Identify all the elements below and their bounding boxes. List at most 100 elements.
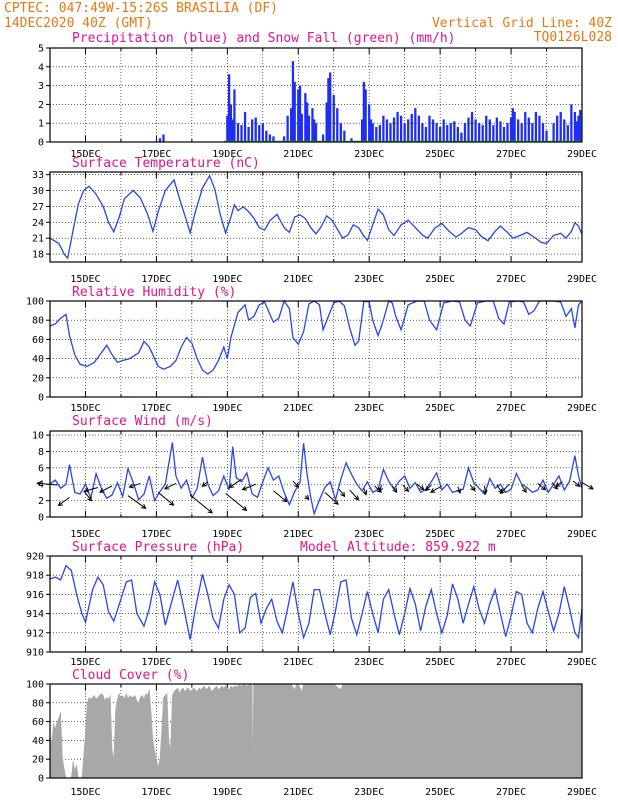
precip-bar [360, 119, 364, 142]
precip-bar [307, 115, 311, 142]
wind-arrow-head [482, 489, 488, 496]
wind-arrow-shaft [521, 484, 527, 493]
precip-bar [272, 136, 275, 142]
precip-bar [488, 119, 491, 142]
x-tick-label: 21DEC [283, 529, 313, 540]
precip-bar [534, 111, 538, 142]
x-tick-label: 27DEC [496, 657, 526, 668]
precip-bar [485, 115, 488, 142]
precip-bar [305, 102, 309, 142]
wind-arrow-head [36, 481, 42, 487]
wind-arrow-head [403, 486, 410, 493]
wind-arrow [581, 482, 594, 490]
precip-bar [247, 126, 250, 142]
x-tick-label: 15DEC [70, 529, 100, 540]
y-tick-label: 27 [32, 202, 44, 213]
wind-arrow-head [163, 484, 170, 490]
x-tick-label: 17DEC [141, 529, 171, 540]
y-tick-label: 30 [32, 186, 44, 197]
x-tick-label: 17DEC [141, 657, 171, 668]
precip-bar [392, 117, 396, 142]
wind-arrow [555, 481, 563, 487]
precip-bar [499, 121, 502, 142]
precip-bar [229, 104, 233, 142]
panel-title: Surface Pressure (hPa) [72, 540, 244, 555]
y-tick-label: 18 [32, 250, 44, 261]
x-tick-label: 21DEC [283, 403, 313, 414]
wind-arrow [201, 481, 209, 487]
wind-arrow-head [378, 486, 384, 493]
wind-arrow [572, 480, 581, 488]
x-tick-label: 27DEC [496, 787, 526, 798]
wind-arrow [521, 484, 527, 494]
wind-arrow-shaft [551, 482, 558, 490]
wind-arrow [499, 483, 510, 494]
y-tick-label: 914 [26, 609, 44, 620]
wind-arrow-shaft [402, 484, 409, 492]
precip-bar [286, 115, 289, 142]
precip-bar [385, 119, 389, 142]
precip-bar [227, 74, 231, 142]
y-tick-label: 40 [32, 354, 44, 365]
x-tick-label: 29DEC [567, 403, 597, 414]
wind-arrow-shaft [378, 484, 383, 492]
y-tick-label: 3 [38, 81, 44, 92]
wind-arrow-shaft [202, 481, 209, 487]
wind-arrow-head [419, 485, 425, 491]
wind-arrow [157, 492, 175, 506]
x-tick-label: 23DEC [354, 529, 384, 540]
y-tick-label: 100 [26, 680, 44, 691]
precip-bar [396, 111, 399, 142]
precip-bar [474, 119, 477, 142]
precip-bar [325, 102, 328, 142]
wind-arrow-head [201, 481, 207, 487]
wind-arrow-shaft [349, 489, 359, 501]
wind-arrow [402, 484, 410, 493]
precip-bar [304, 93, 307, 142]
precip-bar [399, 115, 403, 142]
precip-bar [233, 89, 236, 142]
precip-bar [421, 123, 424, 142]
precip-bar [364, 89, 367, 142]
series-line [49, 442, 583, 516]
y-tick-label: 912 [26, 628, 44, 639]
wind-arrow-shaft [416, 483, 424, 491]
precip-bar [424, 126, 428, 142]
wind-arrow-head [87, 496, 93, 502]
precip-bar [261, 123, 264, 142]
wind-arrow [425, 484, 432, 492]
x-tick-label: 15DEC [70, 403, 100, 414]
wind-arrow-shaft [83, 490, 92, 501]
precip-bar [254, 117, 257, 142]
x-tick-label: 23DEC [354, 787, 384, 798]
precip-bar [251, 119, 254, 142]
wind-arrow [430, 485, 443, 493]
precip-bar [389, 123, 392, 142]
x-tick-label: 21DEC [283, 657, 313, 668]
precip-bar [162, 134, 165, 142]
precip-bar [531, 123, 534, 142]
precip-bar [290, 108, 293, 142]
precip-bar [511, 108, 514, 142]
wind-arrow-shaft [292, 480, 299, 488]
precip-bar [520, 123, 523, 142]
precip-bar [538, 115, 541, 142]
wind-arrow [57, 496, 70, 507]
y-tick-label: 100 [26, 297, 44, 308]
precip-bar [258, 125, 261, 142]
wind-arrow-shaft [324, 492, 339, 505]
precip-bar [579, 110, 582, 142]
y-tick-label: 21 [32, 234, 44, 245]
precip-bar [158, 138, 162, 142]
wind-arrow-shaft [189, 494, 213, 514]
precip-bar [559, 111, 562, 142]
precip-bar [369, 119, 373, 142]
wind-arrow [163, 482, 177, 490]
y-tick-label: 918 [26, 571, 44, 582]
x-tick-label: 17DEC [141, 787, 171, 798]
panel-6: Cloud Cover (%) 0 20 40 60 80 100 15DEC 17DEC 19D… [26, 668, 597, 798]
precip-bar [573, 111, 577, 142]
y-tick-label: 33 [32, 170, 44, 181]
x-tick-label: 23DEC [354, 274, 384, 285]
wind-arrow-head [456, 488, 462, 494]
